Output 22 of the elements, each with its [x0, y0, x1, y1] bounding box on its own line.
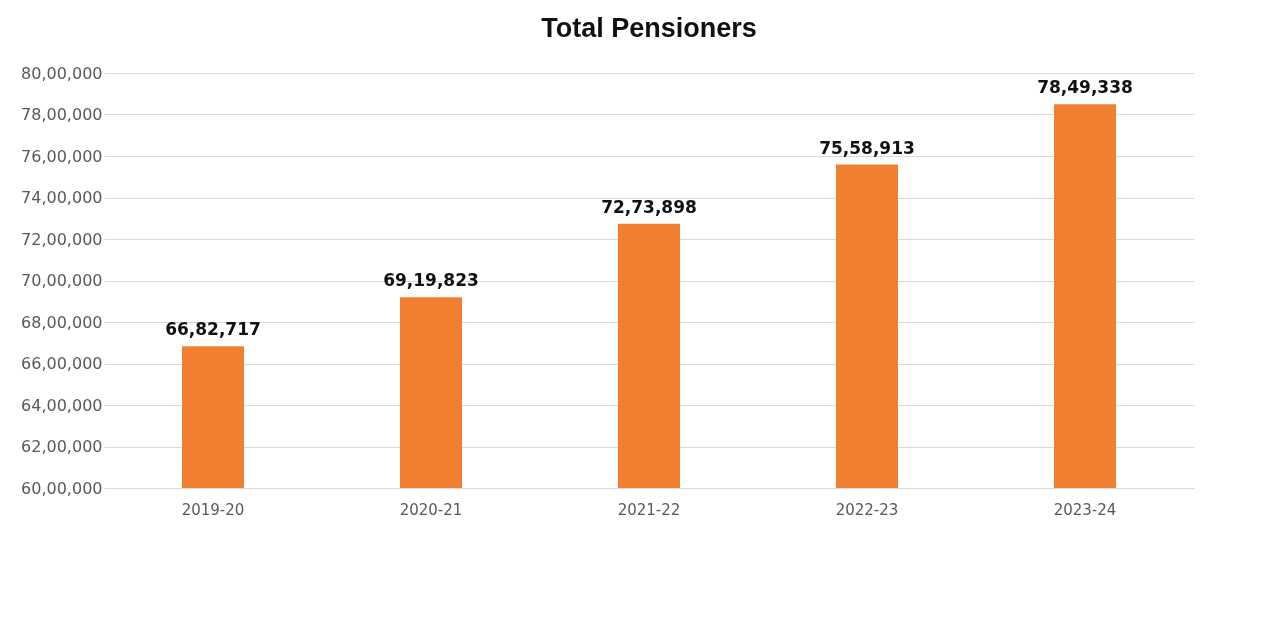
x-tick-label: 2023-24	[1053, 500, 1117, 519]
x-tick-label: 2019-20	[181, 500, 245, 519]
y-tick-label: 64,00,000	[21, 395, 103, 415]
y-tick-label: 72,00,000	[21, 229, 103, 249]
data-label: 78,49,338	[1037, 77, 1133, 98]
x-tick-label: 2020-21	[399, 500, 463, 519]
y-tick-label: 80,00,000	[21, 63, 103, 83]
y-tick-label: 76,00,000	[21, 146, 103, 166]
x-tick-label: 2021-22	[617, 500, 681, 519]
y-tick-label: 66,00,000	[21, 354, 103, 373]
y-tick-label: 74,00,000	[21, 188, 103, 207]
x-tick-label: 2022-23	[835, 500, 899, 519]
data-label: 69,19,823	[383, 270, 479, 291]
y-tick-label: 68,00,000	[21, 312, 103, 332]
data-label: 66,82,717	[165, 319, 261, 340]
y-tick-label: 60,00,000	[21, 478, 103, 498]
data-label: 75,58,913	[819, 137, 915, 158]
y-tick-label: 70,00,000	[21, 271, 103, 290]
chart-title: Total Pensioners	[541, 13, 757, 43]
y-tick-label: 62,00,000	[21, 437, 103, 456]
data-label: 72,73,898	[601, 196, 697, 217]
y-tick-label: 78,00,000	[21, 105, 103, 124]
